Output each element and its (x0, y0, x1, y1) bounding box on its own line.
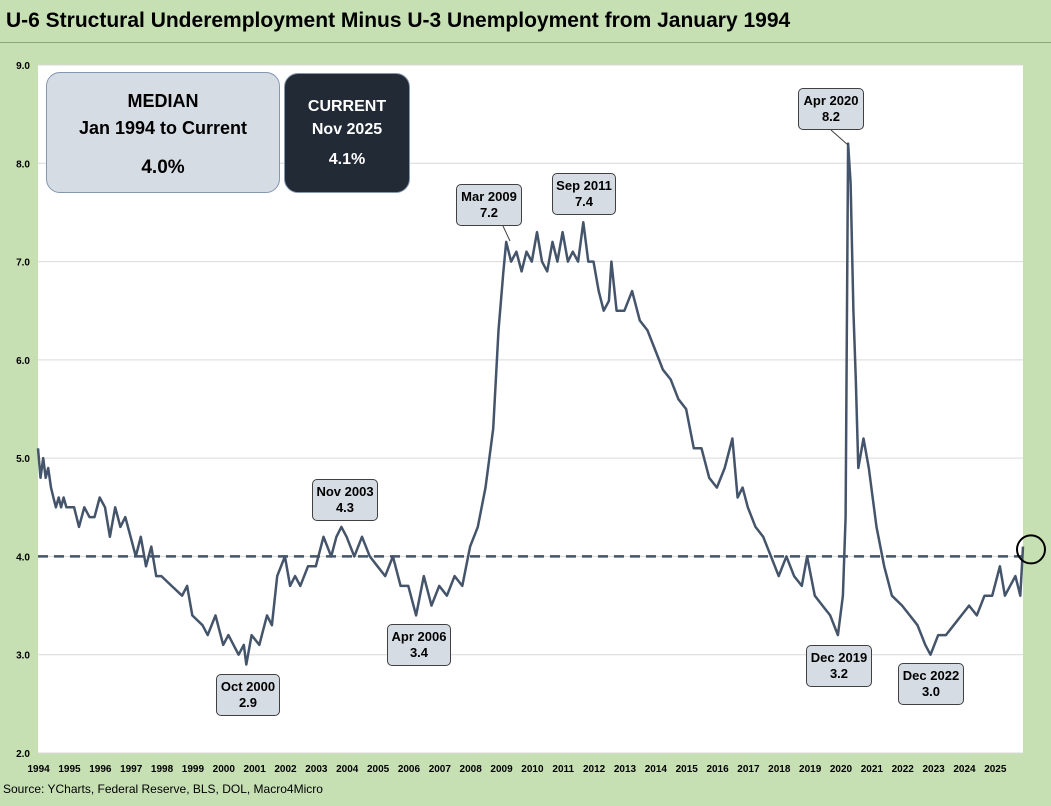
source-note: Source: YCharts, Federal Reserve, BLS, D… (3, 782, 323, 796)
x-tick-label: 2008 (460, 764, 483, 775)
callout-dec-2022: Dec 2022 3.0 (898, 663, 964, 705)
x-tick-label: 2001 (244, 764, 267, 775)
callout-value: 3.2 (829, 666, 849, 681)
x-tick-label: 2000 (213, 764, 236, 775)
callout-apr-2020: Apr 2020 8.2 (798, 88, 864, 130)
callout-leader-apr-2020 (830, 129, 849, 146)
current-value-circle (1016, 534, 1046, 565)
x-tick-label: 2015 (676, 764, 699, 775)
callout-date: Apr 2006 (391, 629, 447, 644)
current-box-value: 4.1% (328, 151, 366, 168)
callout-value: 7.2 (479, 205, 499, 220)
callout-date: Nov 2003 (316, 484, 374, 499)
x-tick-label: 2019 (799, 764, 822, 775)
callout-date: Dec 2019 (810, 650, 868, 665)
x-tick-label: 2003 (305, 764, 328, 775)
x-tick-label: 2014 (645, 764, 668, 775)
callout-value: 7.4 (574, 194, 594, 209)
x-tick-label: 2012 (583, 764, 606, 775)
y-tick-label: 9.0 (16, 61, 30, 72)
x-tick-label: 2006 (398, 764, 421, 775)
callout-value: 8.2 (821, 109, 841, 124)
callout-mar-2009: Mar 2009 7.2 (456, 184, 522, 226)
median-box: MEDIAN Jan 1994 to Current 4.0% (46, 72, 280, 193)
y-tick-label: 7.0 (16, 258, 30, 269)
callout-oct-2000: Oct 2000 2.9 (216, 674, 280, 716)
median-box-heading: MEDIAN (127, 91, 199, 111)
median-box-period: Jan 1994 to Current (78, 118, 248, 138)
current-box-heading: CURRENT (307, 98, 387, 115)
current-box-period: Nov 2025 (311, 121, 383, 138)
series-line (36, 142, 1025, 666)
callout-nov-2003: Nov 2003 4.3 (312, 479, 378, 521)
x-tick-label: 2013 (614, 764, 637, 775)
callout-sep-2011: Sep 2011 7.4 (552, 173, 616, 215)
chart-title: U-6 Structural Underemployment Minus U-3… (6, 9, 791, 32)
median-box-value: 4.0% (141, 157, 185, 178)
x-tick-label: 2005 (367, 764, 390, 775)
callout-date: Sep 2011 (556, 178, 612, 193)
callout-apr-2006: Apr 2006 3.4 (387, 624, 451, 666)
x-tick-label: 2017 (737, 764, 760, 775)
x-tick-label: 2016 (706, 764, 729, 775)
x-tick-label: 2023 (922, 764, 945, 775)
x-tick-label: 2024 (953, 764, 976, 775)
title-bar: U-6 Structural Underemployment Minus U-3… (0, 0, 1051, 43)
current-box: CURRENT Nov 2025 4.1% (284, 73, 410, 193)
callout-leader-mar-2009 (502, 225, 511, 242)
y-tick-label: 2.0 (16, 749, 30, 760)
y-tick-label: 3.0 (16, 651, 30, 662)
callout-date: Mar 2009 (461, 189, 517, 204)
x-tick-label: 2009 (490, 764, 513, 775)
callout-dec-2019: Dec 2019 3.2 (806, 645, 872, 687)
x-tick-label: 2004 (336, 764, 359, 775)
y-tick-label: 5.0 (16, 454, 30, 465)
x-tick-label: 1996 (89, 764, 112, 775)
y-tick-label: 4.0 (16, 552, 30, 563)
x-tick-label: 1999 (182, 764, 205, 775)
x-tick-label: 1995 (58, 764, 81, 775)
x-tick-label: 2011 (552, 764, 574, 775)
x-tick-label: 2022 (892, 764, 915, 775)
callout-value: 4.3 (335, 500, 355, 515)
y-tick-label: 8.0 (16, 159, 30, 170)
y-tick-label: 6.0 (16, 356, 30, 367)
x-tick-label: 2010 (521, 764, 544, 775)
x-tick-label: 2021 (861, 764, 884, 775)
callout-value: 3.4 (409, 645, 429, 660)
x-tick-label: 2002 (274, 764, 297, 775)
x-tick-label: 2018 (768, 764, 791, 775)
x-tick-label: 2025 (984, 764, 1007, 775)
callout-value: 3.0 (921, 684, 941, 699)
callout-date: Dec 2022 (902, 668, 960, 683)
x-tick-label: 1994 (27, 764, 50, 775)
callout-value: 2.9 (238, 695, 258, 710)
callout-date: Oct 2000 (220, 679, 276, 694)
x-tick-label: 2007 (429, 764, 452, 775)
callout-date: Apr 2020 (803, 93, 859, 108)
x-tick-label: 1997 (120, 764, 143, 775)
x-tick-label: 1998 (151, 764, 174, 775)
x-tick-label: 2020 (830, 764, 853, 775)
